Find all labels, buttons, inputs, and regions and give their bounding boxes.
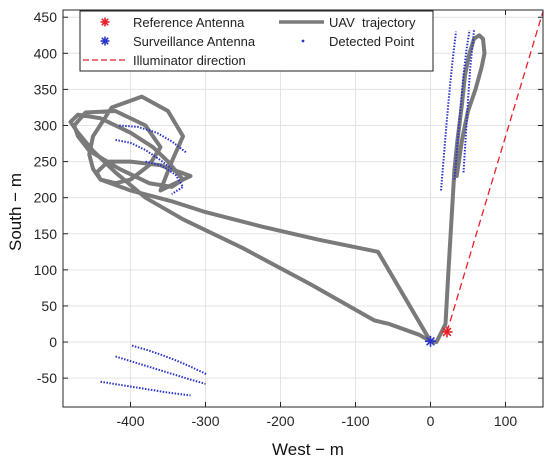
- y-tick-label: 450: [34, 9, 58, 25]
- antenna-markers: [425, 326, 453, 347]
- detected-point-segment: [115, 355, 206, 385]
- y-tick-label: 100: [34, 262, 58, 278]
- x-tick-label: -400: [116, 413, 144, 429]
- x-axis-label: West − m: [272, 440, 344, 459]
- x-tick-label: -100: [341, 413, 369, 429]
- legend-label-uav-trajectory: UAV trajectory: [329, 15, 416, 30]
- y-tick-label: 200: [34, 190, 58, 206]
- y-tick-label: -50: [37, 370, 57, 386]
- y-tick-label: 50: [41, 298, 57, 314]
- uav-trajectory-series: [68, 33, 487, 345]
- x-tick-label: -300: [191, 413, 219, 429]
- y-tick-label: 0: [49, 334, 57, 350]
- tick-labels: -400 -300 -200 -100 0 100 -50 0 50 100 150 200 250 30…: [34, 9, 518, 429]
- legend-box: [79, 10, 434, 72]
- detected-point-segment: [115, 138, 173, 170]
- illuminator-direction-line: [446, 11, 544, 333]
- y-tick-label: 150: [34, 226, 58, 242]
- legend-items: Reference Antenna Surveillance Antenna I…: [83, 15, 416, 68]
- detected-point-segment: [119, 124, 188, 154]
- uav-trajectory-line: [68, 33, 487, 345]
- legend-label-illuminator-direction: Illuminator direction: [133, 53, 246, 68]
- legend-marker-detected-point: [301, 39, 305, 43]
- y-tick-label: 400: [34, 45, 58, 61]
- y-tick-label: 300: [34, 117, 58, 133]
- y-axis-label: South − m: [6, 173, 25, 251]
- plot-area-frame: [62, 9, 544, 408]
- legend-label-reference-antenna: Reference Antenna: [133, 15, 245, 30]
- surveillance-antenna-marker: [425, 335, 436, 347]
- detected-point-segment: [131, 344, 208, 376]
- legend: Reference Antenna Surveillance Antenna I…: [79, 10, 434, 72]
- detected-point-segment: [462, 30, 475, 173]
- y-tick-label: 250: [34, 154, 58, 170]
- reference-antenna-marker: [441, 326, 453, 338]
- legend-marker-reference-antenna: [100, 17, 110, 27]
- legend-label-surveillance-antenna: Surveillance Antenna: [133, 34, 256, 49]
- detected-points-series: [100, 30, 475, 397]
- x-tick-label: -200: [266, 413, 294, 429]
- legend-marker-surveillance-antenna: [100, 36, 110, 46]
- legend-label-detected-point: Detected Point: [329, 34, 415, 49]
- detected-point-segment: [100, 380, 191, 397]
- y-tick-label: 350: [34, 81, 58, 97]
- detected-point-segment: [440, 31, 457, 191]
- x-tick-label: 0: [427, 413, 435, 429]
- x-tick-label: 100: [494, 413, 518, 429]
- detected-point-segment: [453, 30, 471, 180]
- detected-point-segment: [145, 160, 185, 195]
- illuminator-direction-series: [446, 11, 544, 333]
